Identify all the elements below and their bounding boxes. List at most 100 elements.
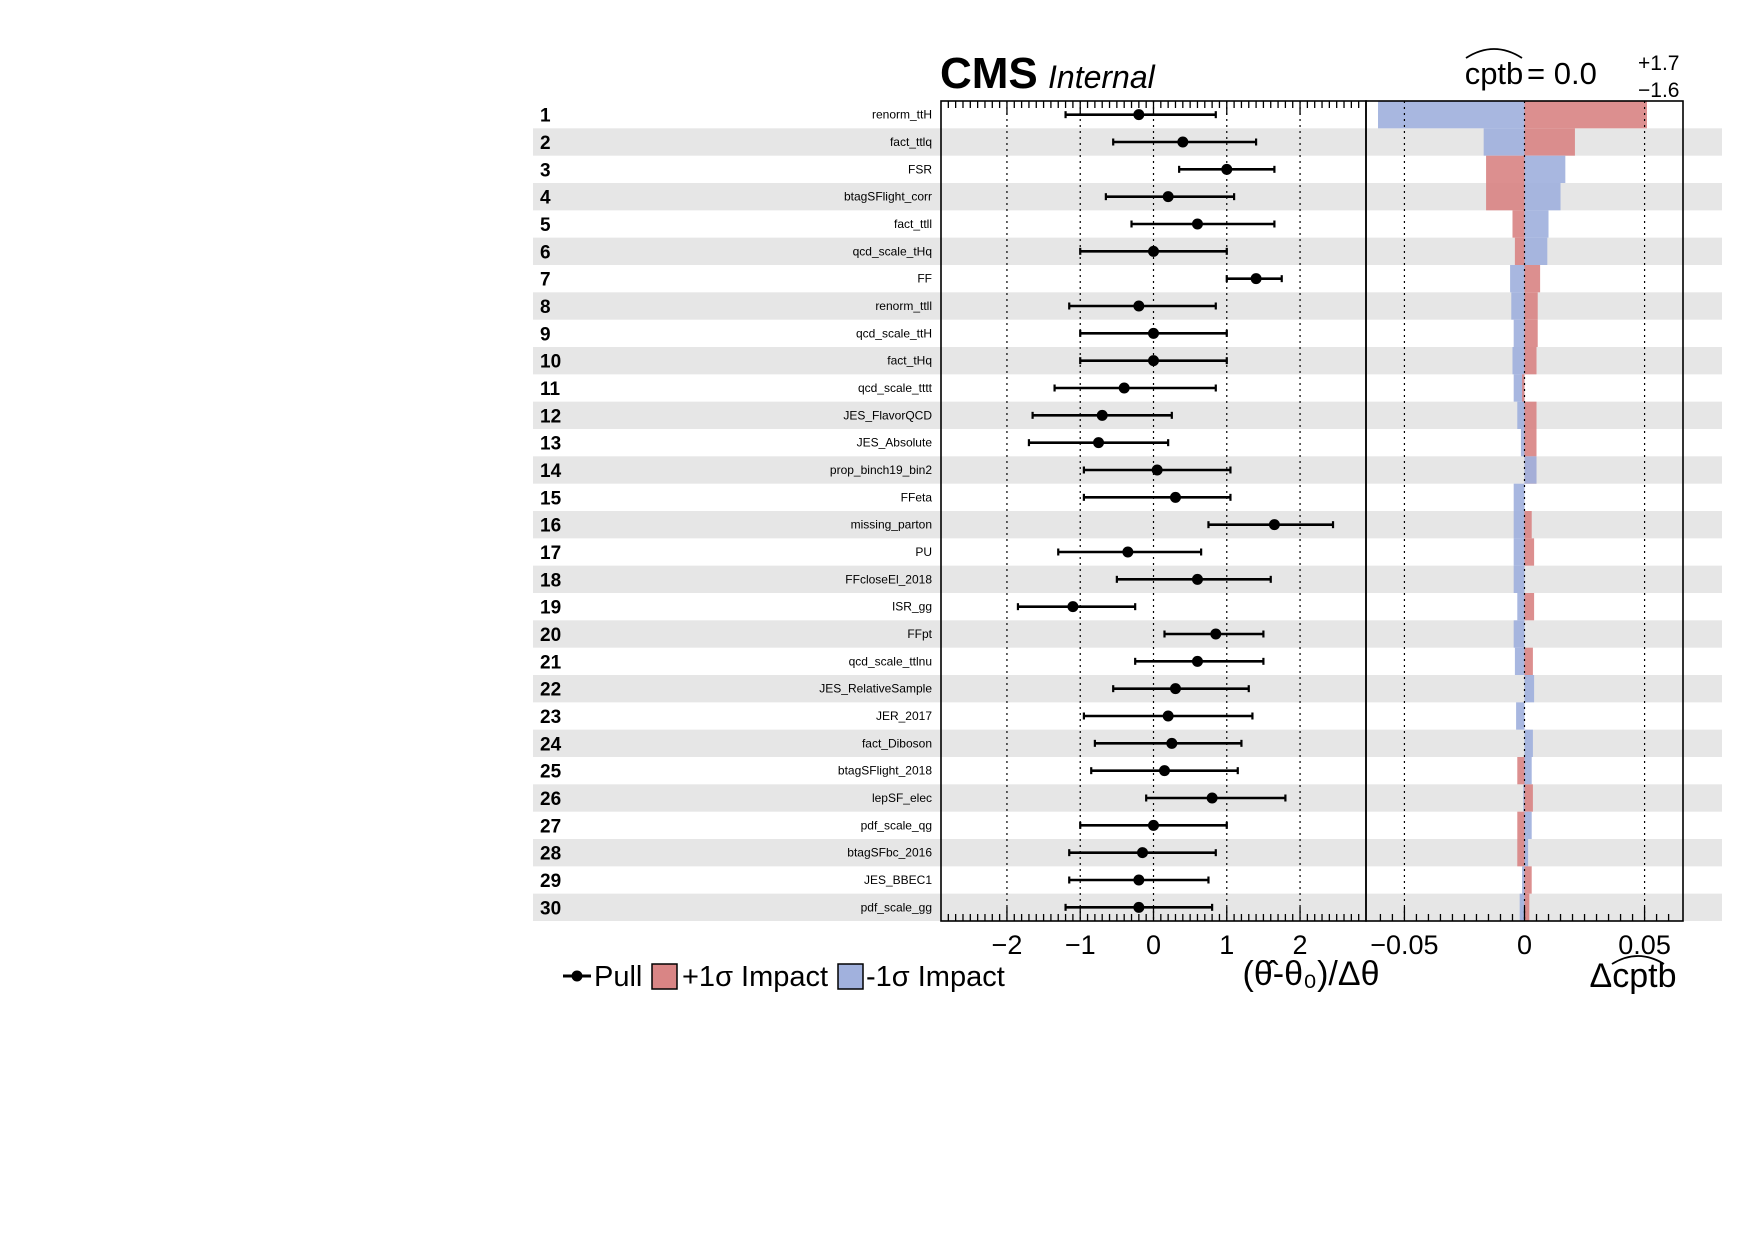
pull-point — [1133, 874, 1145, 886]
row-rank: 4 — [540, 188, 551, 209]
impact-down-bar — [1524, 237, 1548, 265]
legend-impact-down-swatch — [837, 963, 864, 990]
pull-marker — [1207, 519, 1335, 531]
pull-point — [1169, 491, 1181, 503]
parameter-label: JES_RelativeSample — [819, 682, 932, 696]
pull-marker — [1093, 737, 1243, 749]
impact-down-bar — [1510, 265, 1525, 293]
impact-up-bar — [1524, 292, 1538, 320]
pull-marker — [1016, 601, 1137, 613]
impact-up-bar — [1524, 347, 1537, 375]
parameter-label: lepSF_elec — [872, 791, 932, 805]
pull-marker — [1090, 765, 1239, 777]
pull-tick-label: 0 — [1146, 930, 1161, 960]
row-shade — [533, 784, 1722, 812]
pull-tick-label: 2 — [1293, 930, 1308, 960]
impact-down-bar — [1517, 593, 1525, 621]
pull-point — [1250, 273, 1262, 285]
row-rank: 5 — [540, 215, 551, 236]
pull-marker — [1068, 874, 1210, 886]
pull-marker — [1027, 437, 1170, 449]
pull-gridlines — [1006, 101, 1301, 921]
impact-down-bar — [1520, 429, 1525, 457]
impact-up-bar — [1522, 374, 1525, 402]
parameter-label: qcd_scale_tttt — [858, 381, 933, 395]
pull-point — [1093, 437, 1105, 449]
poi-err-down: −1.6 — [1638, 79, 1679, 102]
row-rank: 7 — [540, 270, 551, 291]
row-ranks: 1234567891011121314151617181920212223242… — [540, 106, 562, 920]
pull-point — [1133, 300, 1145, 312]
pull-point — [1148, 355, 1159, 367]
impact-up-bar — [1524, 265, 1541, 293]
parameter-label: qcd_scale_ttH — [856, 326, 932, 340]
parameter-label: pdf_scale_qg — [861, 818, 932, 832]
impact-down-bar — [1524, 675, 1535, 703]
pull-axis-tick-labels: −2 −1 0 1 2 — [992, 930, 1308, 960]
parameter-label: JER_2017 — [876, 709, 932, 723]
impact-up-bar — [1524, 593, 1535, 621]
impact-up-bar — [1524, 429, 1537, 457]
row-rank: 3 — [540, 160, 551, 181]
impact-up-bar — [1524, 647, 1533, 675]
status-label: Internal — [1048, 59, 1156, 95]
pull-marker — [1079, 819, 1228, 831]
pull-point — [1169, 683, 1181, 695]
parameter-label: qcd_scale_tHq — [853, 244, 932, 258]
poi-err-up: +1.7 — [1638, 52, 1679, 75]
legend-pull-label: Pull — [594, 961, 642, 993]
impact-up-bar — [1524, 511, 1532, 539]
impact-down-bar — [1513, 374, 1525, 402]
impact-down-bar — [1523, 784, 1525, 812]
pull-marker — [1053, 382, 1217, 394]
legend-impact-down-label: -1σ Impact — [866, 961, 1005, 993]
legend-impact-up-swatch — [651, 963, 678, 990]
row-labels: renorm_ttH fact_ttlq FSR btagSFlight_corrfa… — [819, 108, 932, 915]
parameter-label: ISR_gg — [892, 600, 932, 614]
pull-point — [1148, 327, 1159, 339]
impact-down-bar — [1524, 839, 1529, 867]
pull-point — [1148, 819, 1159, 831]
impact-down-bar — [1514, 647, 1525, 675]
pull-point — [1191, 573, 1203, 585]
impact-up-bar — [1524, 128, 1575, 156]
parameter-label: fact_tHq — [887, 354, 932, 368]
pull-marker — [1082, 491, 1232, 503]
row-rank: 2 — [540, 133, 551, 154]
pull-tick-label: −1 — [1065, 930, 1096, 960]
impact-up-bar — [1514, 237, 1525, 265]
legend-pull-marker — [563, 970, 591, 982]
pull-point — [1162, 710, 1174, 722]
legend: Pull +1σ Impact -1σ Impact — [563, 961, 1005, 993]
parameter-label: pdf_scale_gg — [861, 900, 932, 914]
pull-marker — [1130, 218, 1276, 230]
impact-up-bar — [1524, 538, 1535, 566]
pull-point — [1221, 163, 1233, 175]
row-rank: 23 — [540, 707, 561, 728]
impact-up-bar — [1524, 101, 1647, 129]
pull-point — [1133, 901, 1145, 913]
pull-marker — [1079, 245, 1228, 257]
impact-tick-label: −0.05 — [1370, 930, 1438, 960]
pull-marker — [1079, 327, 1228, 339]
pull-marker — [1145, 792, 1287, 804]
parameter-label: fact_ttlq — [890, 135, 932, 149]
impact-tick-label: 0.05 — [1618, 930, 1671, 960]
row-rank: 17 — [540, 543, 561, 564]
pull-axis-ticks — [947, 101, 1360, 921]
row-rank: 9 — [540, 324, 551, 345]
parameter-label: btagSFlight_corr — [844, 190, 932, 204]
impact-up-bar — [1517, 839, 1525, 867]
pull-point — [1133, 109, 1145, 121]
row-rank: 15 — [540, 488, 562, 509]
pull-marker — [1115, 573, 1272, 585]
pull-markers — [1016, 109, 1335, 913]
pull-marker — [1064, 109, 1217, 121]
impact-up-bar — [1524, 319, 1538, 347]
impact-down-bar — [1511, 292, 1525, 320]
row-rank: 22 — [540, 680, 561, 701]
impact-down-bar — [1483, 128, 1525, 156]
pull-point — [1118, 382, 1130, 394]
row-rank: 14 — [540, 461, 562, 482]
